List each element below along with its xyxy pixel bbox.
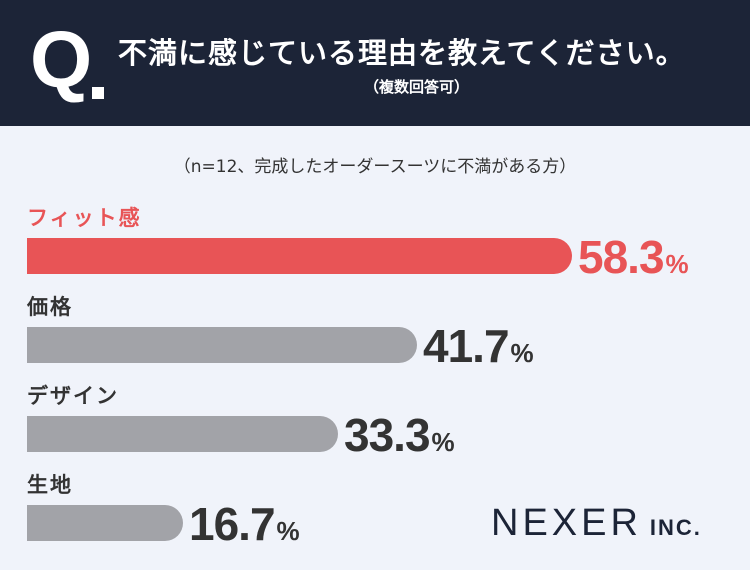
- value-unit: %: [510, 338, 534, 368]
- value-number: 33.3: [344, 409, 431, 461]
- value-unit: %: [431, 427, 455, 457]
- value-unit: %: [276, 516, 300, 546]
- bar: [27, 238, 572, 274]
- value-label: 58.3%: [578, 234, 689, 280]
- value-unit: %: [665, 249, 689, 279]
- sample-note: （n=12、完成したオーダースーツに不満がある方）: [173, 157, 577, 177]
- bar: [27, 505, 183, 541]
- question-note: （複数回答可）: [364, 78, 470, 96]
- value-label: 41.7%: [423, 323, 534, 369]
- category-label: フィット感: [27, 206, 142, 230]
- question-title: 不満に感じている理由を教えてください。: [118, 36, 686, 70]
- bar: [27, 416, 338, 452]
- q-mark: Q: [30, 15, 92, 104]
- value-number: 16.7: [189, 498, 276, 550]
- value-label: 33.3%: [344, 412, 455, 458]
- value-number: 41.7: [423, 320, 510, 372]
- logo-suffix: INC.: [649, 515, 702, 540]
- category-label: 価格: [27, 295, 73, 319]
- nexer-logo: NEXER INC.: [491, 502, 702, 545]
- category-label: 生地: [27, 473, 73, 497]
- category-label: デザイン: [27, 384, 119, 408]
- header-banner: Q 不満に感じている理由を教えてください。 （複数回答可）: [0, 0, 750, 126]
- q-dot: [92, 87, 104, 99]
- value-label: 16.7%: [189, 501, 300, 547]
- value-number: 58.3: [578, 231, 665, 283]
- logo-main: NEXER: [491, 502, 642, 544]
- bar: [27, 327, 417, 363]
